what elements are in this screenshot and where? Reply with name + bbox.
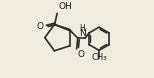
Text: H: H bbox=[80, 24, 85, 33]
Text: O: O bbox=[78, 50, 85, 59]
Text: CH₃: CH₃ bbox=[91, 53, 107, 62]
Text: OH: OH bbox=[58, 2, 72, 11]
Text: N: N bbox=[79, 29, 86, 38]
Text: O: O bbox=[37, 22, 44, 31]
